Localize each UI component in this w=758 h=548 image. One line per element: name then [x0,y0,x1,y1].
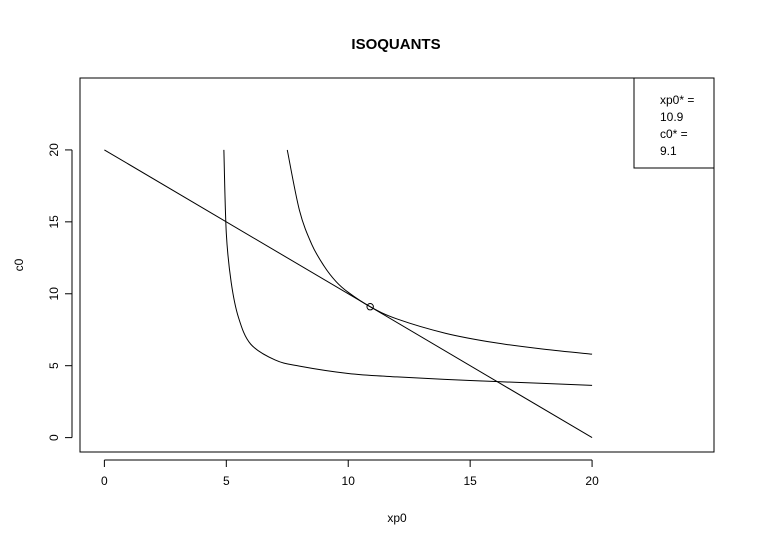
y-tick-label: 0 [47,434,61,441]
legend-box [633,77,715,169]
legend-line: 10.9 [660,110,684,124]
y-tick-label: 10 [47,287,61,301]
y-tick-label: 15 [47,215,61,229]
plot-frame [79,77,715,453]
x-axis-label: xp0 [387,511,407,525]
y-axis: 0 5 10 15 20 [47,143,73,441]
x-tick-label: 10 [342,474,356,488]
legend: xp0* = 10.9 c0* = 9.1 [633,77,715,169]
budget-line [104,149,593,439]
isoquant-curve [223,149,593,386]
x-tick-label: 0 [101,474,108,488]
series-layer [104,149,593,439]
x-tick-label: 20 [585,474,599,488]
isoquant-curve [286,149,593,355]
legend-line: 9.1 [660,144,677,158]
y-tick-label: 5 [47,362,61,369]
y-tick-label: 20 [47,143,61,157]
x-axis: 0 5 10 15 20 [101,459,599,488]
chart-title: ISOQUANTS [351,36,440,53]
legend-line: c0* = [660,127,688,141]
x-tick-label: 5 [223,474,230,488]
x-tick-label: 15 [463,474,477,488]
optimum-point [366,303,374,311]
y-axis-label: c0 [12,258,26,271]
legend-line: xp0* = [660,93,694,107]
